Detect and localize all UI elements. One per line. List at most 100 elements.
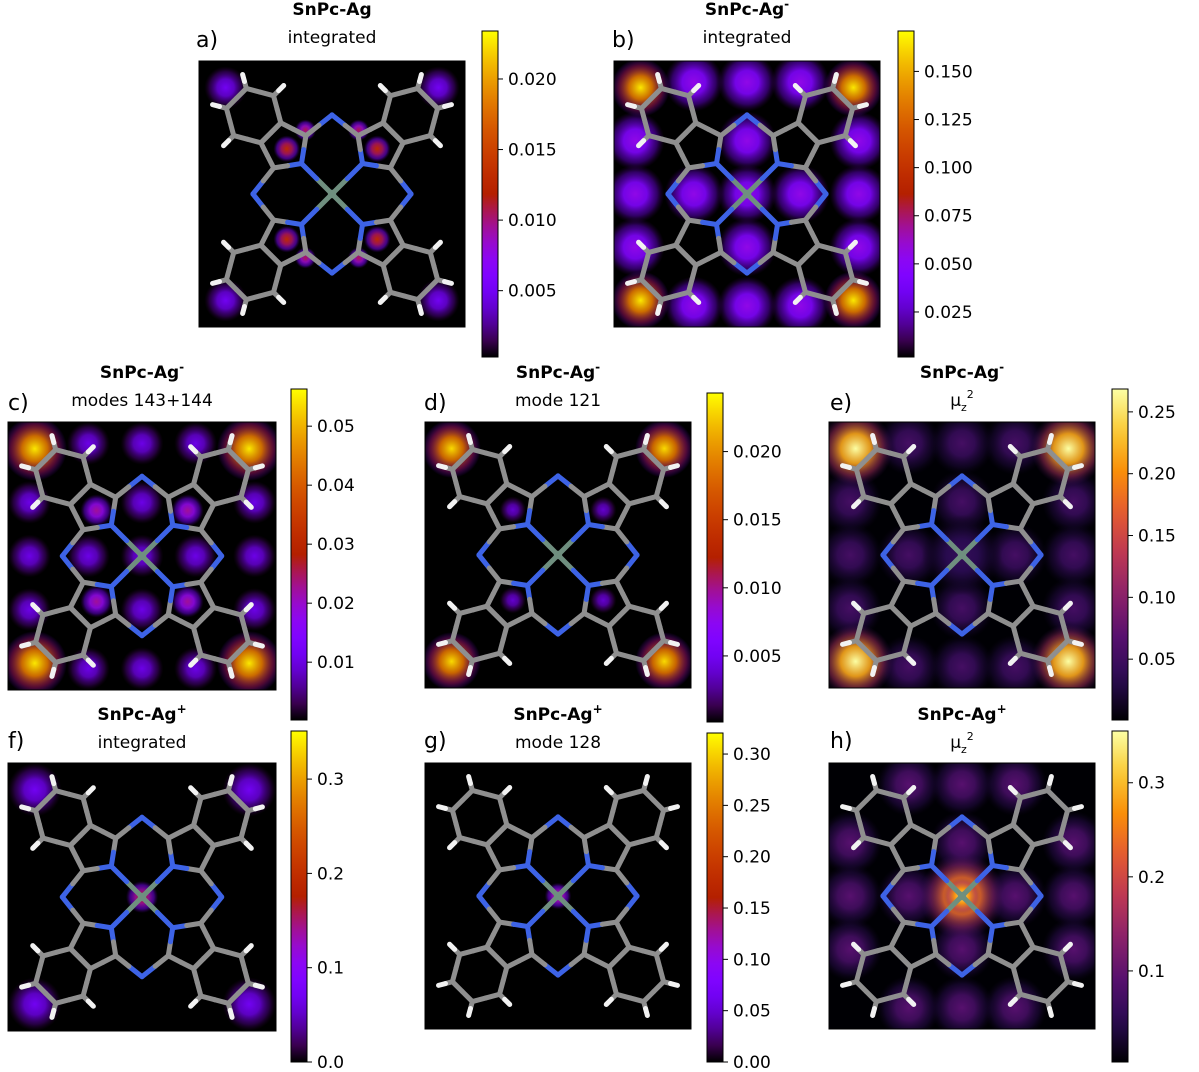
density-glow <box>829 864 883 928</box>
panel-subtitle: modes 143+144 <box>71 391 213 411</box>
title-charge: + <box>997 702 1007 716</box>
density-glow <box>589 586 617 614</box>
density-glow <box>66 422 110 465</box>
title-charge: + <box>177 702 187 716</box>
panel-subtitle: mode 121 <box>515 391 601 411</box>
density-glow <box>363 135 391 163</box>
heatmap-frame <box>424 421 692 689</box>
colorbar-tick-label: 0.10 <box>1138 588 1176 608</box>
subtitle-text: mode 128 <box>515 733 601 753</box>
panel-title: SnPc-Ag- <box>100 360 184 383</box>
density-glow <box>770 276 830 327</box>
colorbar-tick-label: 0.02 <box>317 594 355 614</box>
colorbar-tick-label: 0.3 <box>1138 774 1165 794</box>
colorbar-tick-label: 0.025 <box>924 303 973 323</box>
subtitle-text: mode 121 <box>515 391 601 411</box>
panel-subtitle: mode 128 <box>515 733 601 753</box>
colorbar-tick-label: 0.25 <box>1138 403 1176 423</box>
subtitle-text: modes 143+144 <box>71 391 213 411</box>
density-glow <box>829 624 893 688</box>
panel-title: SnPc-Ag+ <box>917 702 1006 725</box>
panel-title: SnPc-Ag- <box>920 360 1004 383</box>
density-glow <box>174 534 218 578</box>
colorbar-tick-label: 0.0 <box>317 1053 344 1072</box>
colorbar-tick-label: 0.005 <box>733 647 782 667</box>
colorbar-tick-label: 0.150 <box>924 62 973 82</box>
density-glow <box>829 917 883 982</box>
heatmap <box>614 61 880 327</box>
colorbar-tick-label: 0.04 <box>317 476 355 496</box>
panel-title: SnPc-Ag+ <box>97 702 186 725</box>
colorbar-tick-label: 0.00 <box>733 1053 771 1072</box>
subtitle-text: integrated <box>703 28 792 48</box>
colorbar-tick-label: 0.100 <box>924 159 973 179</box>
panel-subtitle: μz2 <box>950 388 974 414</box>
title-charge: - <box>179 360 184 374</box>
colorbar <box>481 30 499 358</box>
heatmap-frame <box>198 60 466 328</box>
colorbar-tick-label: 0.020 <box>733 443 782 463</box>
title-text: SnPc-Ag <box>920 363 999 383</box>
colorbar-tick-label: 0.075 <box>924 207 973 227</box>
density-glow <box>233 480 276 524</box>
panel-subtitle: μz2 <box>950 730 974 756</box>
density-glow <box>664 276 724 327</box>
density-glow <box>120 422 164 465</box>
density-glow <box>174 422 218 465</box>
panel-label: f) <box>8 729 24 754</box>
panel-subtitle: integrated <box>98 733 187 753</box>
colorbar <box>290 730 308 1063</box>
density-glow <box>273 225 301 253</box>
colorbar-tick-label: 0.3 <box>317 770 344 790</box>
colorbar-tick-label: 0.005 <box>508 282 557 302</box>
density-glow <box>1041 917 1095 982</box>
colorbar <box>1111 730 1129 1063</box>
colorbar-tick-label: 0.020 <box>508 70 557 90</box>
density-glow <box>1041 864 1095 928</box>
density-glow <box>8 763 62 817</box>
title-charge: - <box>595 360 600 374</box>
panel-subtitle: integrated <box>703 28 792 48</box>
density-glow <box>829 217 880 277</box>
density-glow <box>8 588 51 632</box>
heatmap-frame <box>424 762 692 1030</box>
heatmap <box>425 422 691 688</box>
density-glow <box>770 164 830 224</box>
density-glow <box>66 647 110 690</box>
density-glow <box>930 975 994 1029</box>
panel: b)SnPc-Ag-integrated0.1500.1250.1000.075… <box>612 0 973 358</box>
density-glow <box>204 66 247 109</box>
colorbar-tick-label: 0.015 <box>733 511 782 531</box>
density-glow <box>930 634 994 688</box>
panel: c)SnPc-Ag-modes 143+1440.050.040.030.020… <box>7 360 355 721</box>
colorbar-tick-label: 0.03 <box>317 535 355 555</box>
density-glow <box>171 494 204 527</box>
panel: f) SnPc-Ag+ integrated 0.0 0.1 0.2 0.3 <box>7 702 344 1072</box>
density-glow <box>930 422 994 476</box>
subtitle-text: integrated <box>288 28 377 48</box>
panel-label: d) <box>424 391 447 416</box>
title-text: SnPc-Ag <box>705 0 784 20</box>
subtitle-text: μ <box>950 391 961 411</box>
subtitle-sub: z <box>961 743 967 756</box>
density-glow <box>417 66 460 109</box>
panel-title: SnPc-Ag- <box>516 360 600 383</box>
density-glow <box>499 496 527 524</box>
density-glow <box>174 647 218 690</box>
density-glow <box>717 61 777 112</box>
density-glow <box>717 217 777 277</box>
density-glow <box>829 523 883 587</box>
heatmap-frame <box>7 421 277 691</box>
density-glow <box>983 763 1048 817</box>
title-text: SnPc-Ag <box>513 705 592 725</box>
colorbar-tick-label: 0.2 <box>317 864 344 884</box>
panel: g) SnPc-Ag+ mode 128 0.00 0.05 0.10 0.15 0.20 0.… <box>424 702 771 1072</box>
subtitle-sup: 2 <box>967 388 974 401</box>
colorbar <box>290 388 308 721</box>
density-glow <box>233 534 276 578</box>
density-glow <box>930 763 994 817</box>
panel-title: SnPc-Ag+ <box>513 702 602 725</box>
title-text: SnPc-Ag <box>97 705 176 725</box>
density-glow <box>8 977 62 1031</box>
density-glow <box>614 111 665 171</box>
